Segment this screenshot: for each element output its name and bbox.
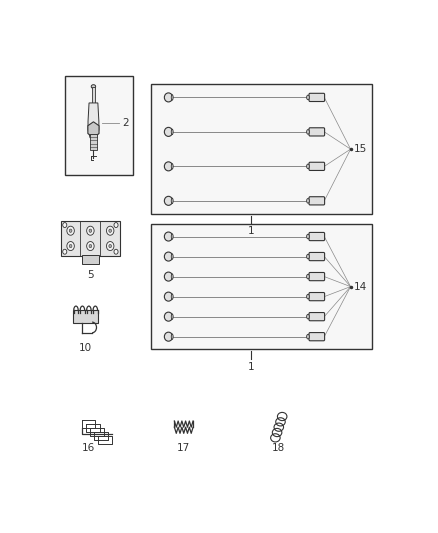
Bar: [152, 224, 372, 349]
Ellipse shape: [307, 130, 309, 134]
Ellipse shape: [171, 274, 173, 279]
Polygon shape: [88, 103, 99, 138]
Ellipse shape: [307, 314, 309, 319]
Ellipse shape: [164, 292, 173, 301]
Ellipse shape: [307, 254, 309, 259]
Bar: [152, 84, 372, 214]
FancyBboxPatch shape: [309, 128, 325, 136]
Text: 15: 15: [354, 144, 367, 154]
Ellipse shape: [164, 162, 173, 171]
Text: 2: 2: [123, 118, 129, 128]
Ellipse shape: [91, 85, 95, 88]
Ellipse shape: [114, 223, 118, 228]
Text: 1: 1: [247, 226, 254, 236]
Ellipse shape: [171, 129, 173, 135]
Ellipse shape: [171, 314, 173, 319]
FancyBboxPatch shape: [309, 293, 325, 301]
Ellipse shape: [109, 245, 112, 248]
Bar: [82, 255, 99, 264]
Ellipse shape: [171, 95, 173, 100]
Ellipse shape: [164, 93, 173, 102]
Ellipse shape: [89, 229, 92, 232]
Text: 17: 17: [177, 443, 191, 453]
Ellipse shape: [307, 198, 309, 203]
Ellipse shape: [171, 334, 173, 340]
Ellipse shape: [164, 232, 173, 241]
Ellipse shape: [89, 245, 92, 248]
Ellipse shape: [67, 241, 74, 251]
FancyBboxPatch shape: [309, 333, 325, 341]
Bar: [90, 134, 96, 150]
Ellipse shape: [109, 229, 112, 232]
Ellipse shape: [307, 164, 309, 168]
Bar: [61, 221, 120, 256]
Text: 10: 10: [79, 343, 92, 353]
Ellipse shape: [164, 312, 173, 321]
Ellipse shape: [307, 334, 309, 339]
Ellipse shape: [164, 127, 173, 136]
Ellipse shape: [114, 249, 118, 254]
Ellipse shape: [307, 274, 309, 279]
Ellipse shape: [171, 294, 173, 300]
Ellipse shape: [67, 226, 74, 235]
Text: 18: 18: [272, 443, 286, 453]
Ellipse shape: [87, 241, 94, 251]
Ellipse shape: [87, 226, 94, 235]
Ellipse shape: [307, 294, 309, 299]
Ellipse shape: [69, 229, 72, 232]
Ellipse shape: [171, 164, 173, 169]
Ellipse shape: [164, 332, 173, 341]
Ellipse shape: [106, 226, 114, 235]
Bar: [65, 76, 133, 175]
Ellipse shape: [164, 196, 173, 205]
FancyBboxPatch shape: [309, 162, 325, 171]
Ellipse shape: [164, 272, 173, 281]
FancyBboxPatch shape: [309, 93, 325, 101]
FancyBboxPatch shape: [309, 272, 325, 281]
Ellipse shape: [307, 234, 309, 239]
FancyBboxPatch shape: [309, 197, 325, 205]
Text: 16: 16: [82, 443, 95, 453]
Ellipse shape: [69, 245, 72, 248]
Ellipse shape: [307, 95, 309, 100]
Ellipse shape: [63, 223, 67, 228]
Ellipse shape: [106, 241, 114, 251]
Text: 5: 5: [87, 270, 94, 280]
Polygon shape: [88, 122, 99, 138]
FancyBboxPatch shape: [309, 232, 325, 240]
Ellipse shape: [171, 234, 173, 239]
Ellipse shape: [63, 249, 67, 254]
FancyBboxPatch shape: [309, 253, 325, 261]
Bar: [92, 86, 95, 103]
Text: 1: 1: [247, 361, 254, 372]
Ellipse shape: [164, 252, 173, 261]
FancyBboxPatch shape: [309, 312, 325, 321]
Bar: [73, 310, 98, 322]
Ellipse shape: [171, 198, 173, 204]
Ellipse shape: [171, 254, 173, 259]
Text: 14: 14: [354, 281, 367, 292]
